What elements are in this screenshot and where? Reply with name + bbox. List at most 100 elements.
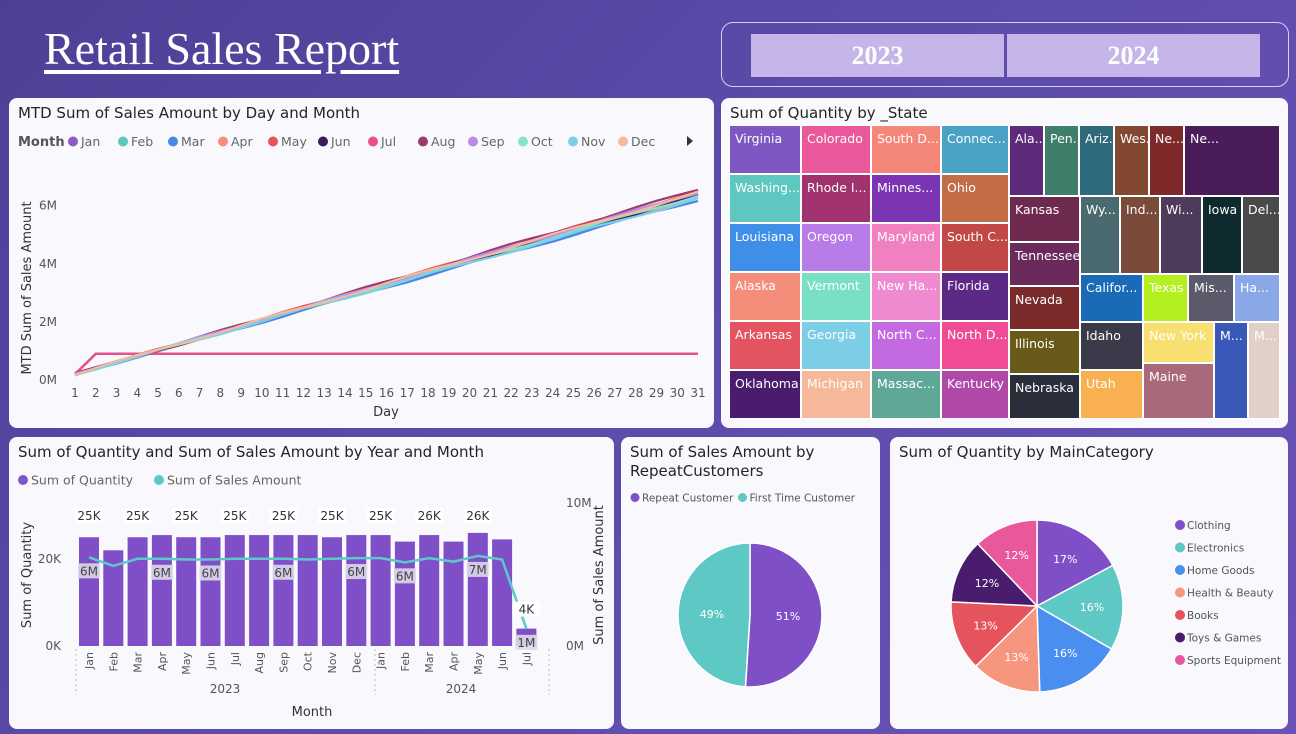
year-button-2023[interactable]: 2023: [751, 34, 1004, 77]
quantity-bar[interactable]: [322, 537, 342, 646]
quantity-bar[interactable]: [419, 535, 440, 646]
category-legend-item[interactable]: Sports Equipment: [1187, 655, 1281, 667]
quantity-bar[interactable]: [443, 541, 464, 646]
category-pie-slice[interactable]: [1036, 519, 1114, 608]
quantity-bar[interactable]: [79, 537, 99, 646]
treemap-cell[interactable]: Texas: [1143, 274, 1188, 322]
treemap-cell[interactable]: Washing...: [729, 174, 801, 223]
treemap-cell[interactable]: Ha...: [1234, 274, 1280, 322]
treemap-cell[interactable]: Utah: [1080, 370, 1143, 419]
treemap-cell[interactable]: Nebraska: [1009, 374, 1080, 419]
treemap-cell[interactable]: Rhode I...: [801, 174, 871, 223]
legend-item-feb[interactable]: Feb: [131, 134, 153, 149]
treemap-cell[interactable]: Ohio: [941, 174, 1009, 223]
treemap-cell[interactable]: Kansas: [1009, 196, 1080, 242]
treemap-cell[interactable]: Michigan: [801, 370, 871, 419]
quantity-bar[interactable]: [273, 535, 294, 646]
treemap-cell[interactable]: Maine: [1143, 363, 1214, 419]
quantity-bar[interactable]: [297, 535, 318, 646]
repeat-pie-slice[interactable]: [677, 542, 751, 688]
treemap-cell[interactable]: Wi...: [1160, 196, 1202, 274]
treemap-cell[interactable]: Idaho: [1080, 322, 1143, 370]
repeat-legend-item[interactable]: First Time Customer: [750, 493, 856, 505]
category-legend-item[interactable]: Health & Beauty: [1187, 588, 1273, 600]
treemap-cell[interactable]: Wes...: [1114, 125, 1149, 196]
quantity-bar[interactable]: [394, 541, 415, 646]
treemap-cell[interactable]: Georgia: [801, 321, 871, 370]
category-pie-slice[interactable]: [976, 519, 1038, 608]
category-legend-item[interactable]: Toys & Games: [1186, 633, 1261, 645]
treemap-cell[interactable]: Kentucky: [941, 370, 1009, 419]
treemap-cell[interactable]: Virginia: [729, 125, 801, 174]
series-line-dec[interactable]: [74, 190, 699, 376]
treemap-cell[interactable]: Ne...: [1184, 125, 1280, 196]
treemap-cell[interactable]: M...: [1214, 322, 1248, 419]
category-legend-item[interactable]: Home Goods: [1187, 565, 1254, 577]
treemap-cell[interactable]: Ne...: [1149, 125, 1184, 196]
treemap-cell[interactable]: New York: [1143, 322, 1214, 363]
legend-item-jun[interactable]: Jun: [330, 134, 351, 149]
sales-amount-line[interactable]: [88, 554, 528, 630]
treemap-cell[interactable]: M...: [1248, 322, 1280, 419]
treemap-cell[interactable]: Oklahoma: [729, 370, 801, 419]
year-button-2024[interactable]: 2024: [1007, 34, 1260, 77]
treemap-cell[interactable]: Iowa: [1202, 196, 1242, 274]
treemap-cell[interactable]: Del...: [1242, 196, 1280, 274]
legend-item-sep[interactable]: Sep: [481, 134, 505, 149]
treemap-cell[interactable]: Pen...: [1044, 125, 1079, 196]
treemap-cell[interactable]: Califor...: [1080, 274, 1143, 322]
treemap-cell[interactable]: Oregon: [801, 223, 871, 272]
treemap-cell[interactable]: Ind...: [1120, 196, 1160, 274]
legend-item-dec[interactable]: Dec: [631, 134, 655, 149]
combo-legend-item[interactable]: Sum of Sales Amount: [167, 473, 301, 488]
legend-item-mar[interactable]: Mar: [181, 134, 205, 149]
treemap-cell[interactable]: Alaska: [729, 272, 801, 321]
treemap-cell[interactable]: Massac...: [871, 370, 941, 419]
quantity-bar[interactable]: [249, 535, 270, 646]
combo-legend-item[interactable]: Sum of Quantity: [31, 473, 134, 488]
category-pie-slice[interactable]: [1036, 604, 1113, 693]
quantity-bar[interactable]: [200, 537, 221, 646]
quantity-bar[interactable]: [224, 535, 245, 646]
treemap-cell[interactable]: Nevada: [1009, 286, 1080, 330]
treemap-cell[interactable]: New Ha...: [871, 272, 941, 321]
treemap-cell[interactable]: Ariz...: [1079, 125, 1114, 196]
legend-item-jan[interactable]: Jan: [80, 134, 100, 149]
category-pie-slice[interactable]: [950, 542, 1039, 607]
treemap-cell[interactable]: South C...: [941, 223, 1009, 272]
category-legend-item[interactable]: Books: [1187, 610, 1219, 622]
legend-item-aug[interactable]: Aug: [431, 134, 455, 149]
treemap-cell[interactable]: Arkansas: [729, 321, 801, 370]
quantity-bar[interactable]: [492, 539, 513, 646]
quantity-bar[interactable]: [127, 537, 148, 646]
legend-item-jul[interactable]: Jul: [380, 134, 396, 149]
quantity-bar[interactable]: [103, 550, 124, 646]
category-pie-slice[interactable]: [1035, 564, 1124, 651]
treemap-cell[interactable]: South D...: [871, 125, 941, 174]
treemap-cell[interactable]: Ala...: [1009, 125, 1044, 196]
legend-item-may[interactable]: May: [281, 134, 307, 149]
legend-item-nov[interactable]: Nov: [581, 134, 606, 149]
quantity-bar[interactable]: [370, 535, 391, 646]
treemap-cell[interactable]: Vermont: [801, 272, 871, 321]
quantity-bar[interactable]: [467, 532, 488, 646]
category-pie-slice[interactable]: [950, 601, 1039, 668]
treemap-cell[interactable]: Louisiana: [729, 223, 801, 272]
treemap-cell[interactable]: Tennessee: [1009, 242, 1080, 286]
treemap-cell[interactable]: North C...: [871, 321, 941, 370]
legend-item-oct[interactable]: Oct: [531, 134, 553, 149]
quantity-bar[interactable]: [176, 537, 197, 646]
repeat-pie-slice[interactable]: [744, 542, 823, 688]
quantity-bar[interactable]: [346, 535, 367, 646]
legend-next-icon[interactable]: [687, 136, 693, 146]
legend-item-apr[interactable]: Apr: [231, 134, 253, 149]
treemap-cell[interactable]: North D...: [941, 321, 1009, 370]
series-line-jul[interactable]: [74, 352, 698, 376]
treemap-cell[interactable]: Illinois: [1009, 330, 1080, 374]
treemap-cell[interactable]: Minnes...: [871, 174, 941, 223]
category-legend-item[interactable]: Clothing: [1187, 520, 1231, 532]
treemap-cell[interactable]: Colorado: [801, 125, 871, 174]
treemap-cell[interactable]: Connec...: [941, 125, 1009, 174]
treemap-cell[interactable]: Maryland: [871, 223, 941, 272]
treemap-cell[interactable]: Mis...: [1188, 274, 1234, 322]
